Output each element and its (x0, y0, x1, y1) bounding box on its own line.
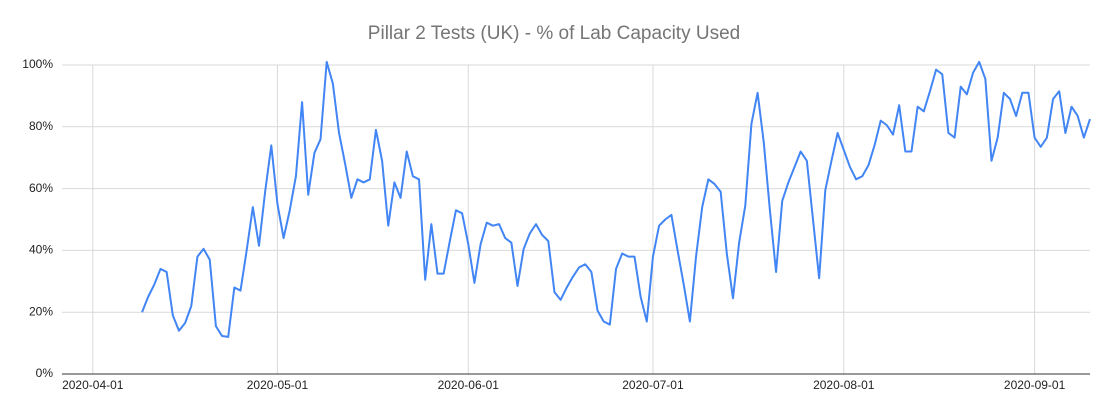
y-tick-label: 20% (29, 304, 53, 318)
x-tick-label: 2020-05-01 (247, 378, 309, 392)
data-line (141, 60, 1091, 338)
y-tick-label: 40% (29, 243, 53, 257)
y-tick-label: 100% (22, 57, 53, 71)
chart-title: Pillar 2 Tests (UK) - % of Lab Capacity … (368, 23, 740, 44)
x-tick-label: 2020-06-01 (438, 378, 500, 392)
x-tick-label: 2020-04-01 (62, 378, 124, 392)
y-tick-label: 60% (29, 181, 53, 195)
x-tick-label: 2020-08-01 (813, 378, 875, 392)
x-tick-label: 2020-09-01 (1004, 378, 1066, 392)
x-tick-label: 2020-07-01 (622, 378, 684, 392)
y-tick-label: 80% (29, 119, 53, 133)
y-tick-label: 0% (36, 366, 54, 380)
